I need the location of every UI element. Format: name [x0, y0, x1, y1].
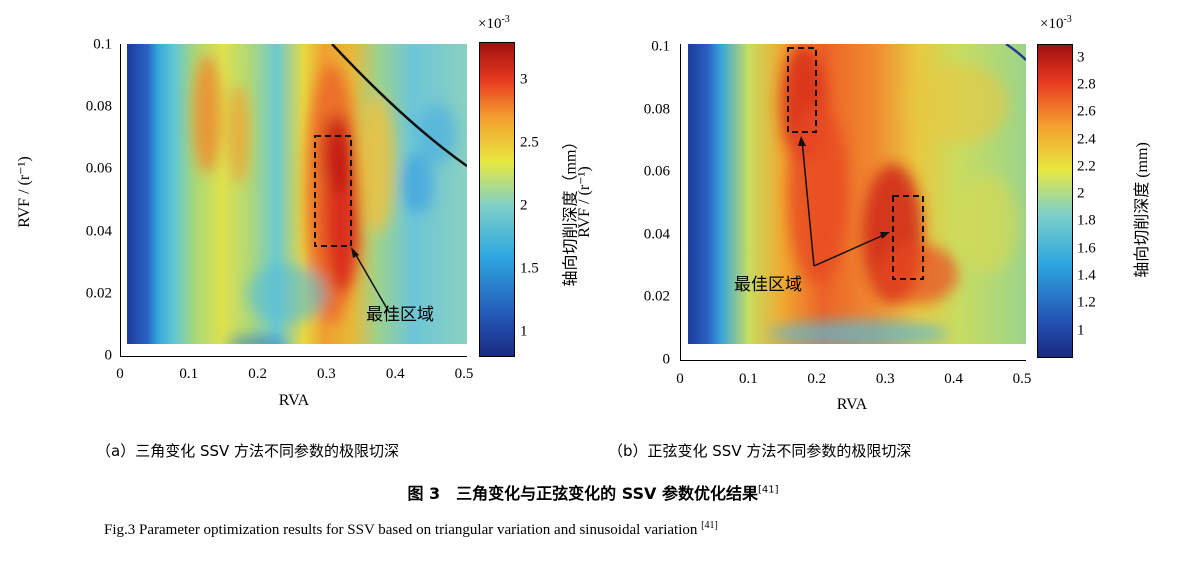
subcaption-b: （b）正弦变化 SSV 方法不同参数的极限切深: [608, 442, 912, 460]
colorbar-tick-label: 2.8: [1077, 76, 1096, 93]
y-tick-label: 0: [662, 351, 671, 368]
heatmap-b: [688, 44, 1026, 344]
y-tick-label: 0.04: [643, 226, 670, 243]
x-tick-label: 0: [116, 366, 124, 382]
x-axis-a: [120, 356, 467, 357]
x-tick-label: 0.4: [944, 371, 963, 387]
y-tick-label: 0.06: [643, 163, 670, 180]
colorbar-tick-label: 3: [1077, 49, 1085, 66]
colorbar-tick-label: 1.5: [520, 260, 539, 277]
x-axis-b: [680, 360, 1026, 361]
y-tick-label: 0.02: [643, 288, 670, 305]
x-tick-label: 0.5: [1012, 371, 1032, 387]
y-tick-label: 0.02: [85, 285, 112, 302]
colorbar-tick-label: 2.2: [1077, 158, 1096, 175]
y-tick-label: 0.06: [85, 160, 112, 177]
x-axis-label-a: RVA: [278, 392, 310, 409]
x-tick-label: 0.3: [875, 371, 895, 387]
heatmap-a: [127, 44, 467, 344]
y-axis-label-b: RVF / (r⁻¹): [575, 166, 593, 238]
y-tick-label: 0.1: [93, 36, 112, 53]
y-tick-label: 0: [104, 347, 113, 364]
colorbar-tick-label: 3: [520, 71, 528, 88]
colorbar-tick-label: 1.6: [1077, 240, 1096, 257]
colorbar-label-b: 轴向切削深度 (mm): [1133, 142, 1151, 278]
colorbar-a: [479, 42, 515, 357]
y-tick-label: 0.1: [651, 38, 670, 55]
subcaption-a: （a）三角变化 SSV 方法不同参数的极限切深: [96, 442, 400, 460]
x-tick-label: 0.2: [248, 366, 267, 382]
colorbar-tick-label: 1.8: [1077, 212, 1096, 229]
y-axis-a: [120, 44, 121, 357]
y-tick-label: 0.04: [85, 223, 112, 240]
x-tick-label: 0.1: [179, 366, 199, 382]
x-tick-label: 0.1: [739, 371, 758, 387]
y-tick-label: 0.08: [85, 98, 112, 115]
y-axis-label-a: RVF / (r⁻¹): [15, 156, 33, 228]
colorbar-tick-label: 1.4: [1077, 267, 1096, 284]
colorbar-tick-label: 2: [520, 197, 528, 214]
x-axis-label-b: RVA: [836, 396, 868, 413]
colorbar-tick-label: 1.2: [1077, 294, 1096, 311]
english-caption: Fig.3 Parameter optimization results for…: [104, 520, 718, 538]
colorbar-tick-label: 2.6: [1077, 103, 1096, 120]
x-tick-label: 0.5: [454, 366, 474, 382]
x-tick-label: 0: [676, 371, 684, 387]
colorbar-tick-label: 1: [520, 323, 528, 340]
colorbar-tick-label: 2.5: [520, 134, 539, 151]
y-axis-b: [680, 44, 681, 361]
optimal-region-label-b: 最佳区域: [734, 275, 802, 295]
colorbar-tick-label: 1: [1077, 322, 1085, 339]
colorbar-multiplier-b: ×10-3: [1040, 14, 1072, 32]
x-tick-label: 0.2: [807, 371, 827, 387]
colorbar-tick-label: 2: [1077, 185, 1085, 202]
optimal-region-label-a: 最佳区域: [366, 305, 434, 325]
colorbar-multiplier-a: ×10-3: [478, 14, 510, 32]
y-tick-label: 0.08: [643, 101, 670, 118]
figure-caption: 图 3 三角变化与正弦变化的 SSV 参数优化结果[41]: [407, 484, 779, 503]
colorbar-tick-label: 2.4: [1077, 131, 1096, 148]
colorbar-b: [1037, 44, 1073, 358]
x-tick-label: 0.3: [317, 366, 336, 382]
x-tick-label: 0.4: [385, 366, 405, 382]
